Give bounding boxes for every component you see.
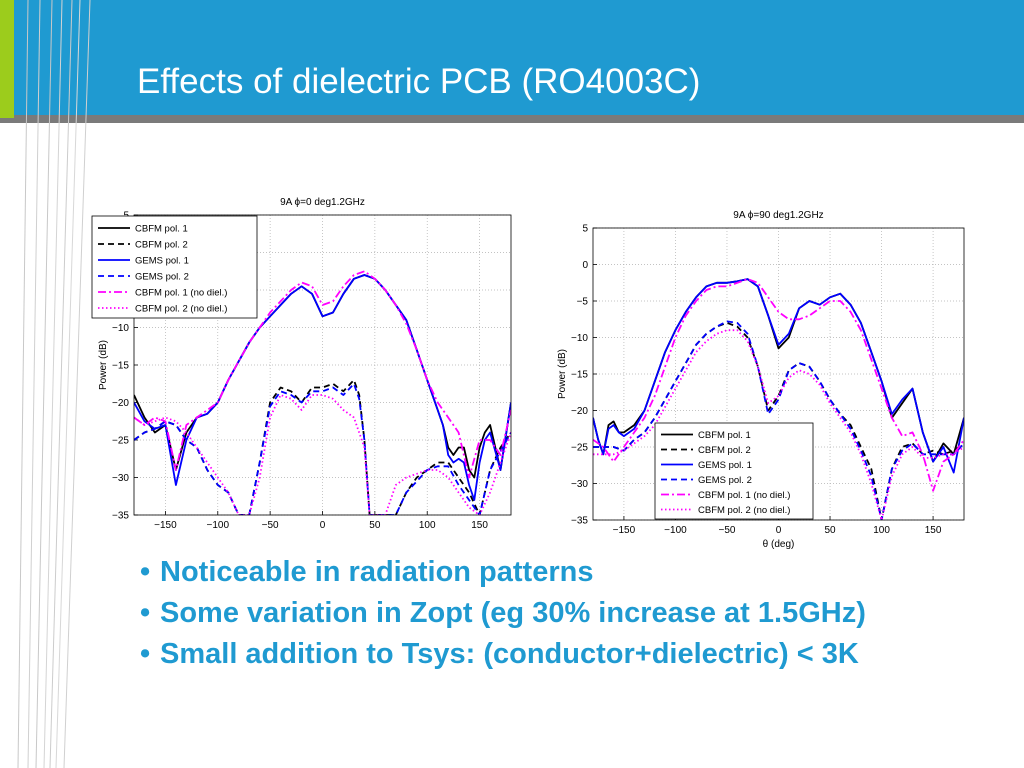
legend: CBFM pol. 1 CBFM pol. 2 GEMS pol. 1 GEMS po… <box>654 422 814 520</box>
y-tick-label: −20 <box>112 398 129 409</box>
bullet-item: • Noticeable in radiation patterns <box>140 556 940 588</box>
series-line <box>593 320 964 520</box>
x-axis-label: θ (deg) <box>763 539 795 550</box>
x-tick-label: 50 <box>369 520 381 531</box>
legend-label: GEMS pol. 2 <box>698 475 752 486</box>
series-group <box>134 270 511 515</box>
x-tick-label: 150 <box>471 520 488 531</box>
legend-label: CBFM pol. 2 (no diel.) <box>135 304 227 315</box>
chart-title: 9A ϕ=0 deg1.2GHz <box>280 197 365 208</box>
bullet-marker: • <box>140 556 151 588</box>
legend-label: CBFM pol. 2 (no diel.) <box>698 505 790 516</box>
slide-title: Effects of dielectric PCB (RO4003C) <box>137 62 701 101</box>
x-tick-label: −50 <box>718 525 735 536</box>
legend-label: CBFM pol. 2 <box>698 445 751 456</box>
y-tick-label: −20 <box>571 406 588 417</box>
series-line <box>134 382 511 515</box>
x-tick-label: −50 <box>262 520 279 531</box>
y-tick-label: −15 <box>571 370 588 381</box>
accent-bar <box>0 0 14 118</box>
bullet-marker: • <box>140 638 151 670</box>
x-tick-label: −150 <box>613 525 636 536</box>
x-tick-label: −100 <box>664 525 687 536</box>
x-tick-label: 0 <box>320 520 326 531</box>
y-tick-label: −10 <box>571 333 588 344</box>
legend-label: GEMS pol. 1 <box>698 460 752 471</box>
x-tick-label: 0 <box>776 525 782 536</box>
axes-frame <box>592 227 965 521</box>
radiation-pattern-phi0-chart: −150−100−5005010015050−5−10−15−20−25−30−… <box>91 197 512 531</box>
series-line <box>134 274 511 501</box>
series-group <box>593 278 964 520</box>
series-line <box>593 329 964 520</box>
x-tick-label: −150 <box>154 520 177 531</box>
legend-box <box>654 422 814 520</box>
x-tick-label: 150 <box>925 525 942 536</box>
axes-frame <box>133 214 512 516</box>
legend-box <box>91 215 258 319</box>
legend-label: GEMS pol. 1 <box>135 256 189 267</box>
legend-label: CBFM pol. 1 <box>698 430 751 441</box>
y-tick-label: −10 <box>112 323 129 334</box>
series-line <box>593 278 964 474</box>
y-axis-label: Power (dB) <box>98 340 109 390</box>
y-tick-label: −25 <box>112 436 129 447</box>
y-tick-label: −25 <box>571 443 588 454</box>
y-tick-label: 5 <box>582 224 588 235</box>
y-tick-label: 0 <box>582 260 588 271</box>
legend-label: CBFM pol. 1 (no diel.) <box>698 490 790 501</box>
x-tick-label: 50 <box>824 525 836 536</box>
y-tick-label: −35 <box>112 511 129 522</box>
bullet-item: • Some variation in Zopt (eg 30% increase… <box>140 597 940 629</box>
y-tick-label: −30 <box>112 473 129 484</box>
bullet-marker: • <box>140 597 151 629</box>
y-tick-label: −15 <box>112 361 129 372</box>
series-line <box>134 394 511 515</box>
bullet-text: Noticeable in radiation patterns <box>160 556 594 588</box>
legend: CBFM pol. 1 CBFM pol. 2 GEMS pol. 1 GEMS po… <box>91 215 258 319</box>
bullet-text: Small addition to Tsys: (conductor+diele… <box>160 638 859 670</box>
y-tick-label: −5 <box>577 297 589 308</box>
chart-title: 9A ϕ=90 deg1.2GHz <box>733 210 823 221</box>
bullet-list: • Noticeable in radiation patterns • Some … <box>140 556 940 679</box>
decorative-stripes <box>17 0 91 768</box>
slide-header <box>0 0 1024 118</box>
header-divider <box>0 115 1024 123</box>
bullet-text: Some variation in Zopt (eg 30% increase … <box>160 597 866 629</box>
legend-label: GEMS pol. 2 <box>135 272 189 283</box>
y-tick-label: −30 <box>571 479 588 490</box>
legend-label: CBFM pol. 1 (no diel.) <box>135 288 227 299</box>
bullet-item: • Small addition to Tsys: (conductor+diel… <box>140 638 940 670</box>
legend-label: CBFM pol. 2 <box>135 240 188 251</box>
radiation-pattern-phi90-chart: −150 −100 −50 0 50 100 15050−5−10−15−20−25−30−… <box>557 210 965 550</box>
series-line <box>134 270 511 479</box>
y-tick-label: −35 <box>571 516 588 527</box>
legend-label: CBFM pol. 1 <box>135 224 188 235</box>
y-axis-label: Power (dB) <box>557 349 568 399</box>
x-tick-label: 100 <box>873 525 890 536</box>
x-tick-label: 100 <box>419 520 436 531</box>
x-tick-label: −100 <box>207 520 230 531</box>
series-line <box>593 278 964 492</box>
